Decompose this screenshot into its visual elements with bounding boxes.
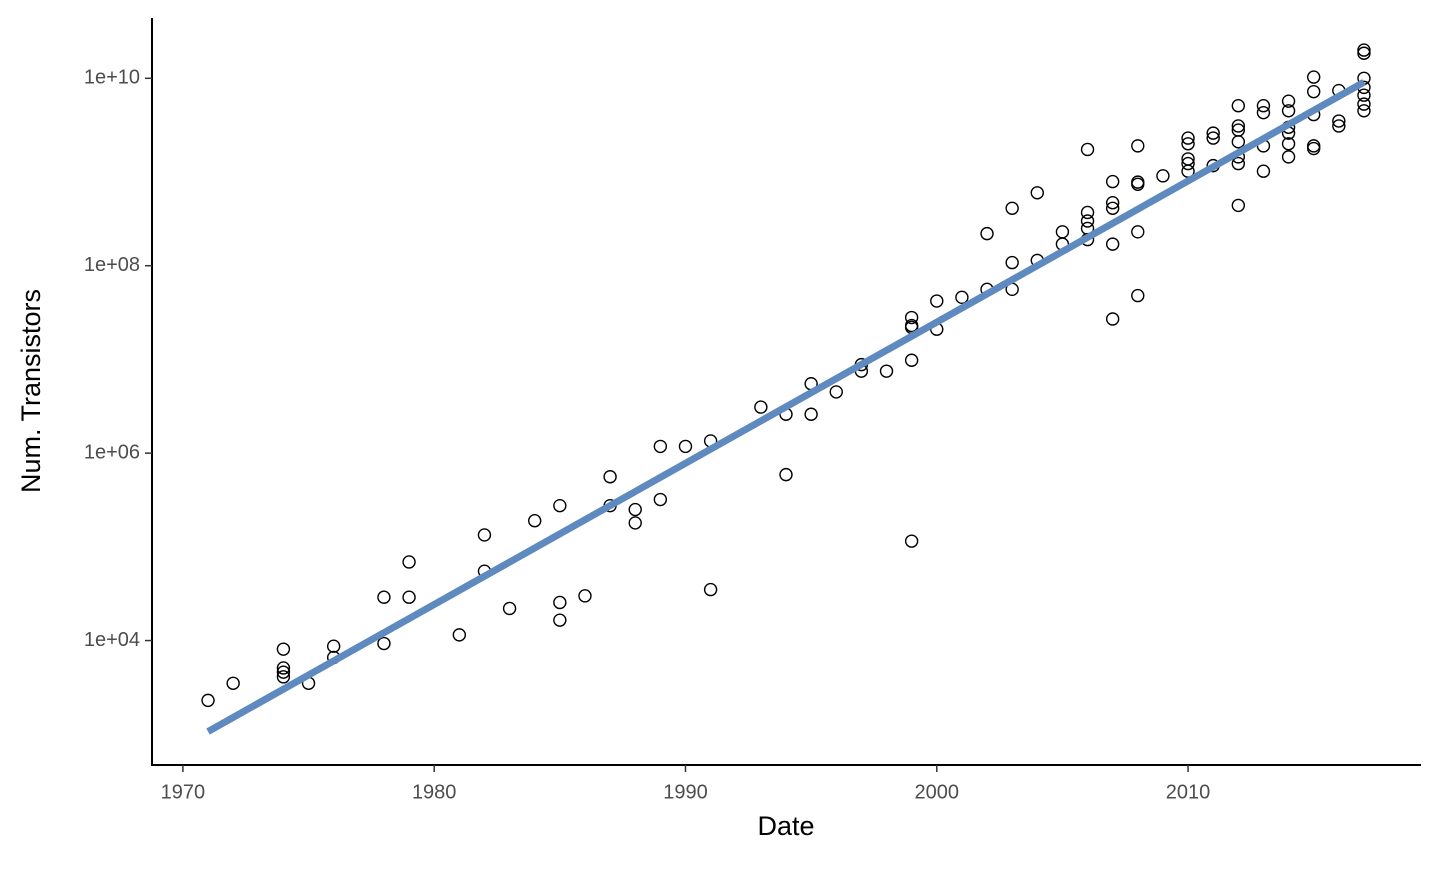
data-point: [1181, 156, 1195, 171]
data-point: [276, 665, 291, 679]
data-point: [402, 555, 416, 569]
data-point: [1256, 99, 1271, 113]
data-point: [1231, 135, 1246, 149]
data-point: [779, 467, 793, 482]
fit-line: [206, 79, 1366, 735]
y-tick-label: 1e+08: [84, 254, 140, 276]
data-point: [1281, 104, 1296, 118]
data-point: [930, 294, 944, 308]
data-point: [1357, 88, 1371, 102]
data-point: [1005, 255, 1019, 270]
data-point: [653, 439, 668, 454]
data-point: [502, 601, 517, 616]
data-point: [1131, 288, 1145, 303]
data-point: [1131, 177, 1145, 191]
data-point: [452, 628, 467, 642]
data-point: [1231, 99, 1246, 113]
data-point: [1105, 312, 1120, 326]
data-point: [1357, 46, 1371, 60]
data-point: [1005, 201, 1019, 215]
data-point: [1105, 196, 1120, 210]
data-point: [603, 470, 617, 484]
data-point: [377, 636, 391, 651]
data-point: [1080, 214, 1095, 228]
data-point: [1256, 164, 1271, 178]
data-point: [1256, 105, 1271, 120]
data-point: [1206, 131, 1220, 145]
data-point: [528, 514, 542, 528]
data-point: [578, 589, 592, 603]
data-point: [1307, 70, 1321, 84]
data-point: [754, 400, 768, 414]
y-tick-label: 1e+04: [84, 629, 140, 651]
data-point: [201, 693, 215, 708]
data-point: [804, 407, 818, 421]
data-point: [703, 582, 718, 597]
y-tick-label: 1e+06: [84, 441, 140, 463]
data-point: [628, 516, 642, 530]
data-point: [1105, 174, 1120, 189]
data-point: [1030, 186, 1044, 200]
x-tick-label: 1970: [161, 781, 206, 803]
data-point: [553, 498, 567, 513]
x-tick-label: 2000: [915, 781, 960, 803]
data-point: [879, 364, 894, 378]
data-point: [904, 534, 919, 548]
data-point: [276, 642, 291, 656]
data-point: [678, 439, 693, 454]
data-point: [477, 528, 492, 542]
data-point: [1281, 150, 1296, 164]
data-point: [829, 385, 843, 399]
data-point: [1080, 205, 1095, 220]
data-point: [1332, 119, 1346, 133]
x-tick-label: 1980: [412, 781, 457, 803]
data-point: [1357, 104, 1371, 118]
data-point: [1231, 119, 1246, 133]
data-point: [553, 613, 567, 627]
data-point: [1131, 225, 1145, 239]
x-tick-label: 2010: [1166, 781, 1211, 803]
data-point: [980, 226, 994, 241]
y-tick-label: 1e+10: [84, 67, 140, 89]
data-point: [1357, 43, 1371, 57]
x-axis-title: Date: [757, 811, 814, 841]
data-point: [904, 310, 919, 325]
data-point: [1332, 114, 1346, 128]
data-point: [1181, 137, 1195, 151]
data-point: [1055, 225, 1070, 239]
data-point: [1231, 198, 1246, 213]
data-point: [1105, 201, 1120, 215]
data-point: [955, 290, 969, 305]
data-point: [653, 492, 668, 507]
data-point: [1156, 169, 1170, 183]
y-axis-title: Num. Transistors: [16, 289, 46, 493]
data-point: [1105, 237, 1120, 251]
data-point: [1307, 84, 1321, 99]
data-point: [1080, 142, 1095, 157]
data-point: [1281, 137, 1296, 151]
data-point: [628, 502, 642, 517]
x-tick-label: 1990: [663, 781, 708, 803]
data-point: [1281, 94, 1296, 108]
data-point: [553, 595, 567, 610]
data-point: [276, 661, 291, 675]
data-point: [1131, 139, 1145, 153]
data-point: [226, 676, 240, 690]
data-point: [1231, 156, 1246, 171]
data-point: [326, 639, 341, 653]
data-point: [276, 670, 291, 684]
data-point: [904, 353, 919, 367]
data-point: [1307, 141, 1321, 156]
data-point: [377, 590, 391, 604]
data-point: [1357, 97, 1371, 111]
data-point: [1307, 139, 1321, 153]
data-point: [1206, 126, 1220, 140]
data-point: [402, 590, 416, 604]
data-point: [1181, 131, 1195, 145]
